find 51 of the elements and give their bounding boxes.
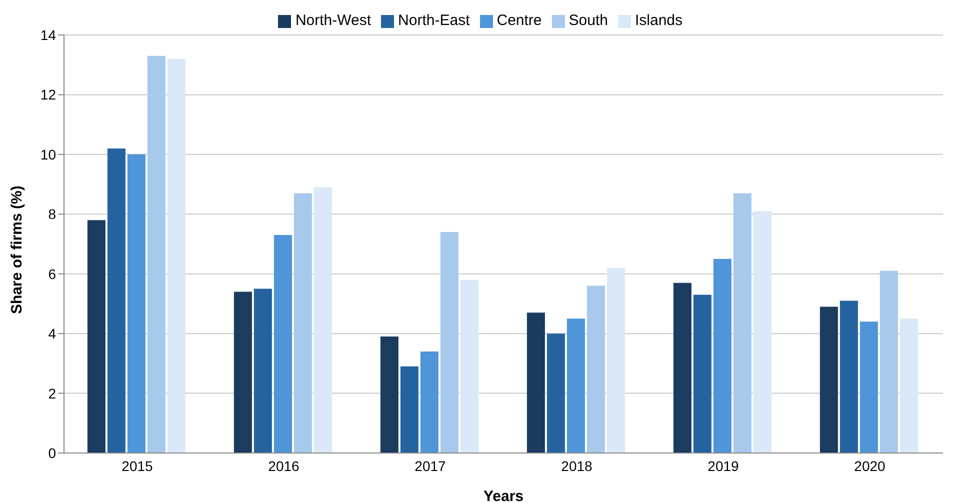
y-tick-label: 14	[40, 26, 56, 43]
bar	[87, 220, 106, 453]
legend-label: Islands	[634, 12, 683, 29]
y-axis-title: Share of firms (%)	[8, 186, 26, 314]
bar	[526, 312, 545, 453]
y-tick-label: 0	[48, 444, 56, 461]
bar	[713, 258, 732, 453]
bar	[314, 187, 332, 453]
x-tick-label: 2017	[414, 458, 446, 474]
bar	[860, 322, 878, 453]
bar	[880, 270, 898, 453]
bar	[820, 306, 838, 453]
bar	[733, 193, 752, 453]
legend-label: Centre	[496, 12, 542, 29]
bar	[460, 280, 478, 453]
bar	[900, 318, 918, 453]
bar	[400, 366, 418, 453]
bar	[673, 282, 692, 453]
bar	[420, 351, 438, 453]
legend-label: North-West	[295, 12, 372, 29]
bar	[127, 154, 146, 453]
bar	[147, 56, 166, 453]
bar	[840, 300, 858, 453]
bar	[234, 292, 252, 453]
bar	[254, 288, 272, 453]
x-axis-title: Years	[483, 488, 524, 503]
x-tick-label: 2018	[561, 458, 593, 474]
y-tick-label: 8	[48, 206, 56, 222]
legend-label: South	[568, 12, 608, 29]
x-tick-label: 2020	[854, 458, 886, 474]
bar	[586, 286, 605, 453]
y-tick-label: 10	[40, 146, 56, 162]
legend-label: North-East	[398, 12, 470, 29]
bar	[693, 294, 712, 453]
y-tick-label: 12	[40, 86, 56, 103]
bar	[566, 318, 585, 453]
bar	[274, 235, 292, 453]
y-tick-label: 2	[48, 385, 56, 402]
bar	[606, 268, 625, 453]
bar	[380, 336, 398, 453]
bar	[546, 334, 565, 453]
bar	[753, 211, 772, 453]
y-tick-label: 4	[48, 326, 56, 342]
x-tick-label: 2019	[708, 458, 740, 474]
bar	[107, 148, 126, 453]
bar	[440, 232, 458, 453]
bar	[167, 58, 186, 453]
bar	[294, 193, 312, 453]
x-tick-label: 2015	[122, 458, 154, 474]
x-tick-label: 2016	[268, 458, 300, 474]
y-tick-label: 6	[48, 266, 56, 282]
